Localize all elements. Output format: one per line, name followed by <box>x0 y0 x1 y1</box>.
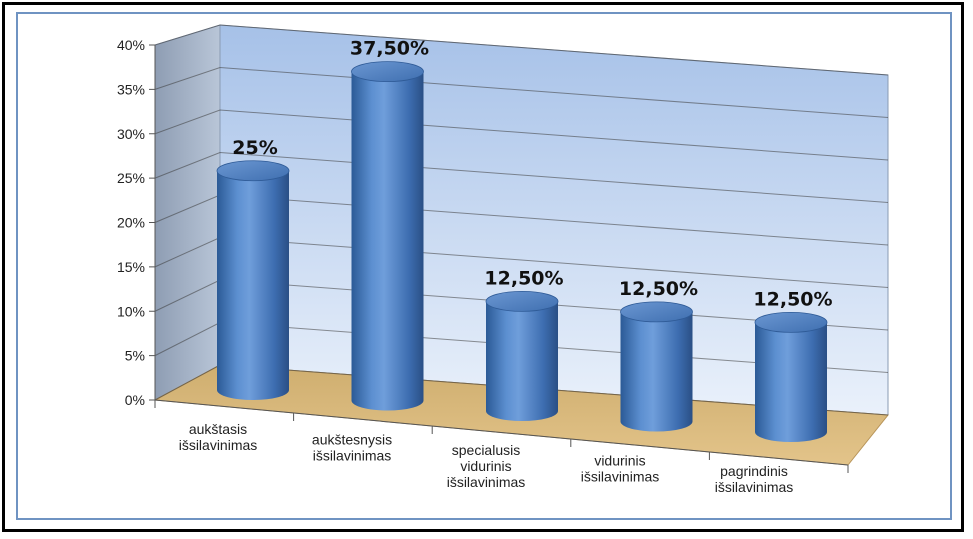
category-label: specialusis vidurinis išsilavinimas <box>447 442 526 490</box>
category-label-line: specialusis <box>452 442 520 458</box>
category-label-line: vidurinis <box>460 458 511 474</box>
category-label-line: išsilavinimas <box>715 479 794 495</box>
category-label: aukštesnysis išsilavinimas <box>312 432 392 464</box>
side-wall <box>154 24 221 401</box>
bar <box>620 301 693 432</box>
y-tick-label: 5% <box>125 348 145 364</box>
y-tick-label: 30% <box>117 126 145 142</box>
category-label-line: aukštasis <box>189 421 247 437</box>
gridline <box>154 109 889 161</box>
chart-inner-frame <box>16 12 952 520</box>
y-tick-label: 15% <box>117 259 145 275</box>
data-label: 25% <box>232 137 277 159</box>
bar-body <box>620 311 693 432</box>
y-tick-label: 20% <box>117 215 145 231</box>
bar-cap <box>754 311 828 333</box>
category-label-line: išsilavinimas <box>313 448 392 464</box>
data-label: 12,50% <box>619 278 698 300</box>
bar-cap <box>620 301 693 323</box>
x-axis-line <box>154 399 849 466</box>
category-label-line: vidurinis <box>594 453 645 469</box>
y-axis-ticks: 0% 5% 10% 15% 20% 25% 30% 35% 40% <box>117 37 145 408</box>
category-label-line: išsilavinimas <box>447 474 526 490</box>
gridline <box>154 66 889 118</box>
gridline <box>154 151 889 203</box>
bar <box>754 311 828 442</box>
data-label: 12,50% <box>484 267 563 289</box>
category-label: aukštasis išsilavinimas <box>179 421 258 453</box>
y-tick-label: 10% <box>117 303 145 319</box>
bar-body <box>486 301 558 421</box>
y-tick-label: 35% <box>117 81 145 97</box>
bar <box>216 160 290 400</box>
bar-cap <box>485 290 559 312</box>
bar <box>351 61 424 411</box>
category-label-line: išsilavinimas <box>179 437 258 453</box>
category-label-line: išsilavinimas <box>581 469 660 485</box>
gridline <box>154 24 889 76</box>
bar <box>485 290 559 421</box>
bars <box>216 61 828 442</box>
category-label-line: pagrindinis <box>720 463 788 479</box>
bar-cap <box>216 160 290 182</box>
category-label-line: aukštesnysis <box>312 432 392 448</box>
category-label: vidurinis išsilavinimas <box>581 453 660 485</box>
data-label: 12,50% <box>753 288 832 310</box>
bar-cap <box>351 61 424 83</box>
y-tick-label: 0% <box>125 392 145 408</box>
data-label: 37,50% <box>350 38 429 60</box>
data-labels: 25% 37,50% 12,50% 12,50% 12,50% <box>232 38 832 311</box>
bar-body <box>755 322 827 442</box>
bar-body <box>351 71 424 411</box>
bar-body <box>217 170 289 400</box>
category-label: pagrindinis išsilavinimas <box>715 463 794 495</box>
y-tick-label: 40% <box>117 37 145 53</box>
y-tick-label: 25% <box>117 170 145 186</box>
x-axis-categories: aukštasis išsilavinimas aukštesnysis išsila… <box>179 421 794 495</box>
